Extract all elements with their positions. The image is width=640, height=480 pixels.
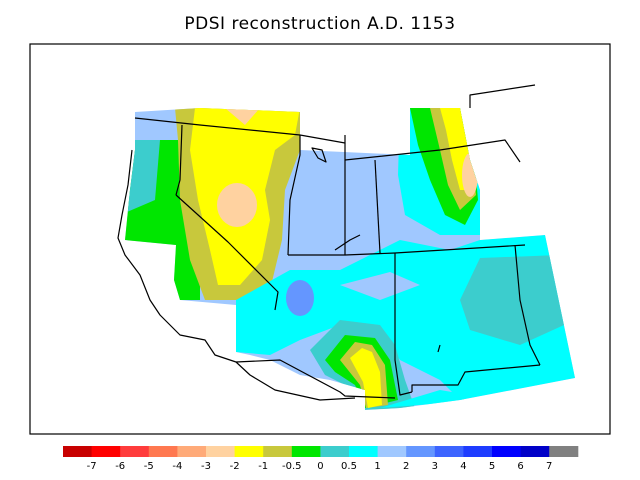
legend-label: -3 <box>201 461 211 472</box>
legend-label: -6 <box>115 461 125 472</box>
legend-label: 4 <box>460 461 466 472</box>
legend-label: 5 <box>489 461 495 472</box>
legend-label: -5 <box>144 461 154 472</box>
legend-label: 2 <box>403 461 409 472</box>
legend-label: -0.5 <box>282 461 302 472</box>
legend-swatch <box>434 446 464 457</box>
legend-swatch <box>234 446 264 457</box>
legend-label: 6 <box>517 461 523 472</box>
legend-swatch <box>349 446 379 457</box>
legend-label: 3 <box>432 461 438 472</box>
legend-swatch <box>320 446 350 457</box>
plot-frame <box>29 43 611 435</box>
legend-swatch <box>120 446 150 457</box>
legend-label: -1 <box>258 461 268 472</box>
legend-label: 0 <box>317 461 323 472</box>
legend-label: 0.5 <box>341 461 357 472</box>
boundary-lines <box>117 84 541 401</box>
legend-swatch <box>406 446 436 457</box>
legend-swatch <box>148 446 178 457</box>
legend-swatch <box>463 446 493 457</box>
legend-label: -7 <box>87 461 97 472</box>
legend-swatch <box>520 446 550 457</box>
legend-swatch <box>263 446 293 457</box>
legend-label: -2 <box>230 461 240 472</box>
legend-swatch <box>492 446 522 457</box>
legend-swatch <box>91 446 121 457</box>
legend-swatch <box>206 446 236 457</box>
legend-label: -4 <box>172 461 182 472</box>
legend-swatch <box>549 446 579 457</box>
map-title: PDSI reconstruction A.D. 1153 <box>184 14 456 34</box>
legend-swatch <box>377 446 407 457</box>
legend-swatch <box>177 446 207 457</box>
legend-label: 7 <box>546 461 552 472</box>
legend-swatch <box>291 446 321 457</box>
legend-swatch <box>63 446 93 457</box>
legend-label: 1 <box>374 461 380 472</box>
